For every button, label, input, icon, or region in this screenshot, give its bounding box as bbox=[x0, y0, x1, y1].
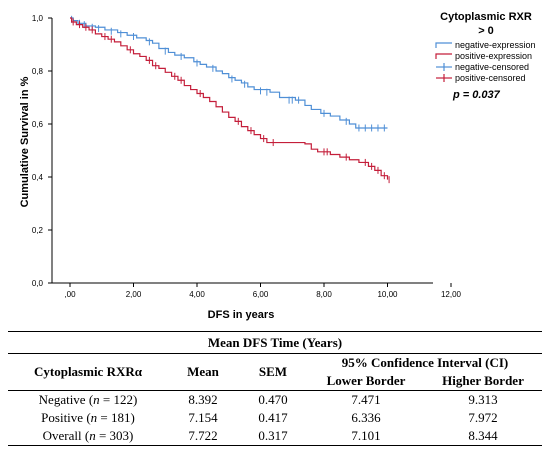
legend-label: positive-expression bbox=[455, 51, 532, 61]
legend-label: positive-censored bbox=[455, 73, 526, 83]
legend: Cytoplasmic RXR > 0 negative-expressionp… bbox=[435, 11, 536, 83]
x-tick-label: 12,00 bbox=[441, 290, 462, 299]
row-higher: 7.972 bbox=[468, 410, 498, 425]
km-curve-negative-expression bbox=[70, 17, 388, 129]
x-tick-label: 8,00 bbox=[316, 290, 332, 299]
col-header-lower: Lower Border bbox=[308, 372, 424, 391]
row-mean: 7.722 bbox=[168, 427, 238, 446]
row-sem: 0.470 bbox=[258, 392, 288, 407]
row-mean: 7.154 bbox=[188, 410, 218, 425]
legend-label: negative-censored bbox=[455, 62, 529, 72]
kaplan-meier-chart: 0,0 0,2 0,4 0,6 0,8 1,0 ,00 2,00 4,00 6,00 8,00 10,… bbox=[19, 11, 536, 321]
x-tick-label: 6,00 bbox=[253, 290, 269, 299]
row-n-symbol: n bbox=[89, 428, 96, 443]
x-tick-label: 4,00 bbox=[189, 290, 205, 299]
x-axis-label: DFS in years bbox=[208, 309, 275, 321]
y-tick-label: 0,6 bbox=[32, 120, 44, 129]
legend-title-line1: Cytoplasmic RXR bbox=[440, 11, 532, 23]
legend-swatch-positive-expression bbox=[435, 53, 452, 59]
dfs-time-table: Mean DFS Time (Years) Cytoplasmic RXRα M… bbox=[8, 331, 542, 446]
row-higher: 9.313 bbox=[468, 392, 498, 407]
row-n-symbol: n bbox=[93, 392, 100, 407]
chart-series-layer bbox=[70, 15, 390, 184]
legend-label: negative-expression bbox=[455, 40, 536, 50]
row-label: Negative (n = 122) bbox=[8, 391, 168, 410]
y-tick-label: 1,0 bbox=[32, 14, 44, 23]
row-count: = 303) bbox=[95, 428, 134, 443]
y-tick-label: 0,4 bbox=[32, 173, 44, 182]
row-label: Overall (n = 303) bbox=[8, 427, 168, 446]
row-n-symbol: n bbox=[90, 410, 98, 425]
x-tick-label: ,00 bbox=[64, 290, 76, 299]
table-row: Overall (n = 303) 7.722 0.317 7.101 8.34… bbox=[8, 427, 542, 446]
p-value-annotation: p = 0.037 bbox=[452, 89, 501, 101]
row-label-text: Negative ( bbox=[38, 392, 94, 407]
col-header-higher: Higher Border bbox=[424, 372, 542, 391]
x-tick-label: 10,00 bbox=[377, 290, 398, 299]
row-sem: 0.317 bbox=[238, 427, 308, 446]
row-label-text: Positive ( bbox=[41, 410, 91, 425]
row-lower: 7.471 bbox=[351, 392, 381, 407]
col-header-ci: 95% Confidence Interval (CI) bbox=[341, 355, 509, 370]
col-header-mean: Mean bbox=[168, 353, 238, 391]
col-header-group: Cytoplasmic RXRα bbox=[8, 353, 168, 391]
row-lower: 7.101 bbox=[308, 427, 424, 446]
y-tick-label: 0,0 bbox=[32, 279, 44, 288]
row-higher: 8.344 bbox=[424, 427, 542, 446]
y-axis-label: Cumulative Survival in % bbox=[19, 76, 31, 207]
row-sem: 0.417 bbox=[258, 410, 288, 425]
chart-axes bbox=[51, 18, 433, 284]
table-row: Positive (n = 181) 7.154 0.417 6.336 7.9… bbox=[8, 409, 542, 427]
row-lower: 6.336 bbox=[351, 410, 381, 425]
legend-title-line2: > 0 bbox=[478, 25, 494, 37]
row-count: = 122) bbox=[99, 392, 138, 407]
y-tick-label: 0,8 bbox=[32, 67, 44, 76]
km-curve-positive-expression bbox=[70, 17, 389, 180]
table-row: Negative (n = 122) 8.392 0.470 7.471 9.3… bbox=[8, 391, 542, 410]
x-tick-label: 2,00 bbox=[126, 290, 142, 299]
row-label-text: Overall ( bbox=[42, 428, 90, 443]
col-header-sem: SEM bbox=[238, 353, 308, 391]
row-count: = 181) bbox=[97, 410, 135, 425]
row-label: Positive (n = 181) bbox=[8, 409, 168, 427]
y-tick-label: 0,2 bbox=[32, 226, 44, 235]
chart-ticks: 0,0 0,2 0,4 0,6 0,8 1,0 ,00 2,00 4,00 6,00 8,00 10,… bbox=[32, 14, 462, 299]
row-mean: 8.392 bbox=[188, 392, 218, 407]
table-caption: Mean DFS Time (Years) bbox=[8, 331, 542, 354]
legend-swatch-negative-expression bbox=[435, 42, 452, 48]
